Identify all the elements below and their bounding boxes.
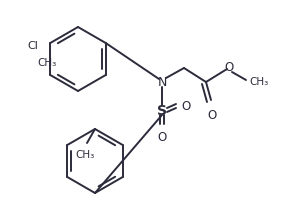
Text: O: O	[181, 100, 190, 113]
Text: O: O	[207, 109, 217, 121]
Text: Cl: Cl	[27, 41, 38, 51]
Text: CH₃: CH₃	[75, 149, 95, 159]
Text: O: O	[157, 130, 167, 143]
Text: N: N	[157, 76, 167, 89]
Text: CH₃: CH₃	[38, 58, 57, 68]
Text: CH₃: CH₃	[249, 77, 268, 87]
Text: O: O	[224, 61, 234, 74]
Text: S: S	[157, 103, 167, 117]
